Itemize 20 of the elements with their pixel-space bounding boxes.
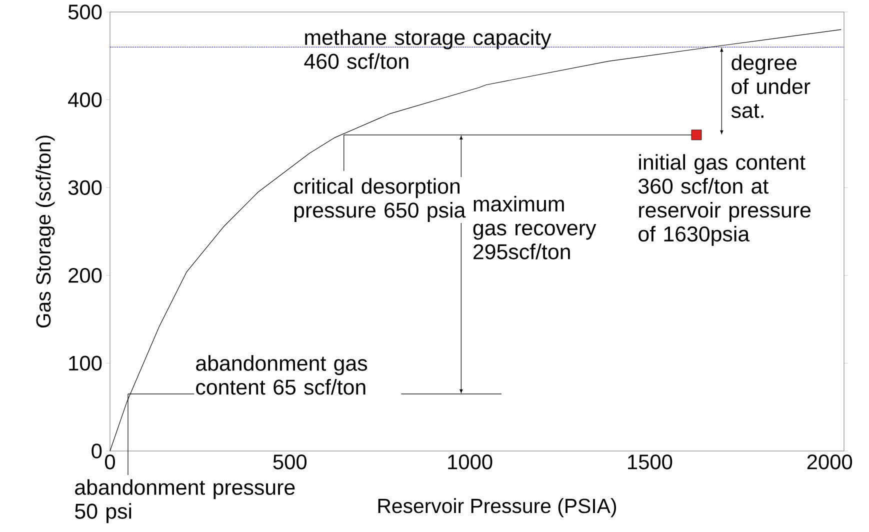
- y-tick-label: 0: [92, 444, 102, 458]
- x-tick-label: 500: [273, 454, 307, 470]
- ref-line-label: abandonment pressure 50 psi: [75, 479, 295, 524]
- y-axis-title: Gas Storage (scf/ton): [36, 136, 55, 328]
- x-tick-label: 2000: [807, 454, 852, 470]
- x-tick-label: 0: [104, 454, 115, 470]
- annotation: critical desorption pressure 650 psia: [294, 178, 466, 222]
- x-tick-label: 1000: [448, 454, 492, 470]
- x-axis-title: Reservoir Pressure (PSIA): [378, 498, 616, 518]
- y-tick-label: 300: [68, 180, 102, 196]
- annotation: initial gas content 360 scf/ton at reservoir pressure of 1630psia: [638, 154, 811, 246]
- y-tick-label: 100: [69, 356, 102, 371]
- y-tick-label: 400: [68, 92, 102, 108]
- ref-line-label: abandonment gas content 65 scf/ton: [196, 355, 368, 395]
- y-tick-label: 200: [68, 268, 102, 283]
- annotation: maximum gas recovery 295scf/ton: [473, 196, 596, 260]
- y-tick-label: 500: [68, 4, 102, 20]
- ref-line-label: methane storage capacity 460 scf/ton: [304, 29, 552, 69]
- annotation: degree of under sat.: [731, 54, 810, 118]
- x-tick-label: 1500: [628, 454, 672, 470]
